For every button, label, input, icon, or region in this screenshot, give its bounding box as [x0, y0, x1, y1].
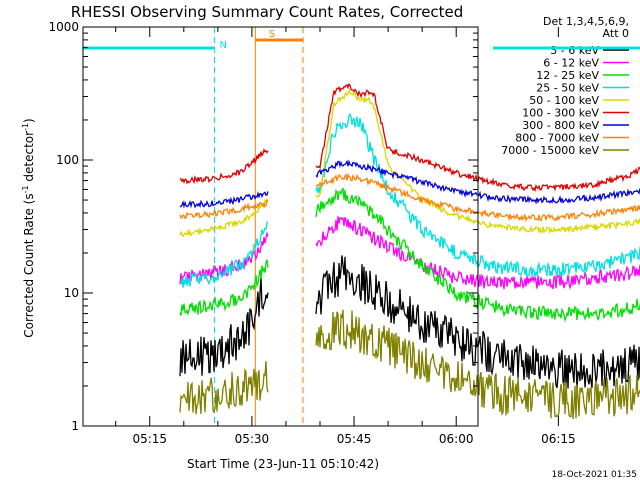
y-tick-label: 10 — [64, 286, 79, 300]
legend-header-line-1: Det 1,3,4,5,6,9, — [543, 15, 629, 28]
y-axis-label-sup-1: -1 — [21, 185, 30, 193]
y-axis-label-sup-2: -1 — [21, 123, 30, 131]
x-tick-label: 05:30 — [235, 432, 270, 446]
legend-entry-label: 7000 - 15000 keV — [501, 144, 599, 157]
y-tick-label: 100 — [56, 153, 79, 167]
series-line — [179, 159, 640, 209]
x-tick-label: 06:00 — [439, 432, 474, 446]
legend-entry-label: 3 - 6 keV — [550, 44, 599, 57]
y-tick-label: 1000 — [48, 20, 79, 34]
x-tick-label: 06:15 — [541, 432, 576, 446]
legend-header: Det 1,3,4,5,6,9, Att 0 — [543, 15, 629, 40]
legend-entry-label: 25 - 50 keV — [536, 82, 599, 95]
series-line — [179, 88, 640, 238]
series-line — [179, 187, 640, 323]
x-axis-label: Start Time (23-Jun-11 05:10:42) — [187, 457, 379, 471]
chart-title: RHESSI Observing Summary Count Rates, Co… — [71, 3, 464, 21]
legend-entry-label: 100 - 300 keV — [522, 107, 599, 120]
legend-entry-label: 12 - 25 keV — [536, 69, 599, 82]
legend-entry-label: 800 - 7000 keV — [515, 132, 599, 145]
series-line — [179, 82, 640, 193]
legend-entry-label: 6 - 12 keV — [543, 57, 599, 70]
y-axis-label-end: ) — [22, 118, 36, 123]
series-line — [179, 309, 640, 420]
series-line — [179, 172, 640, 223]
series-layer — [179, 82, 640, 420]
y-tick-label: 1 — [71, 419, 79, 433]
y-axis-label-mid: detector — [22, 131, 36, 186]
legend-header-line-2: Att 0 — [603, 27, 629, 40]
night-flag-label: N — [219, 40, 226, 51]
saa-flag-label: S — [269, 29, 275, 40]
y-axis: 1 10 100 1000 — [48, 20, 478, 433]
series-line — [179, 112, 640, 288]
x-tick-label: 05:15 — [132, 432, 167, 446]
y-axis-label-main: Corrected Count Rate (s — [22, 193, 36, 337]
plot-frame — [82, 26, 479, 427]
footer-date: 18-Oct-2021 01:35 — [552, 470, 637, 480]
legend-entry-label: 50 - 100 keV — [529, 94, 599, 107]
legend-entry-label: 300 - 800 keV — [522, 119, 599, 132]
series-line — [179, 255, 640, 390]
y-axis-label: Corrected Count Rate (s-1 detector-1) — [21, 118, 36, 337]
x-tick-label: 05:45 — [337, 432, 372, 446]
